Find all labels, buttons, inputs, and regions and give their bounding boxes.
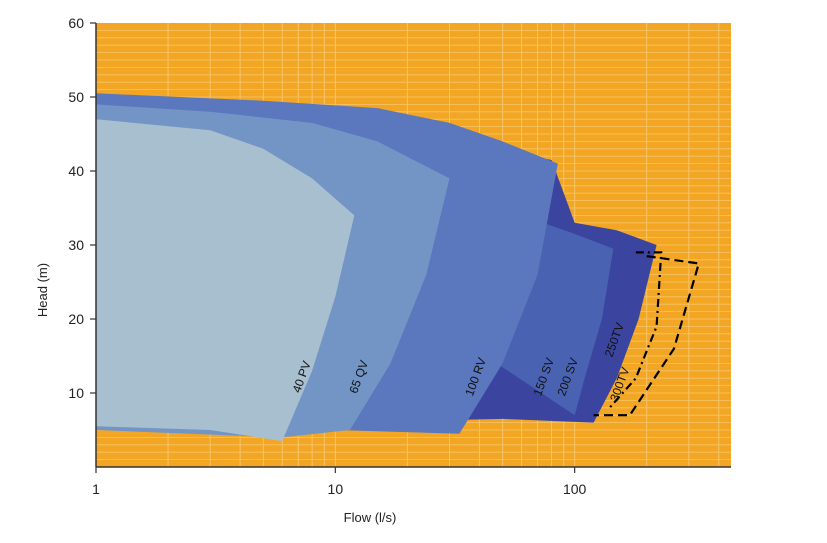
- y-axis-label: Head (m): [35, 263, 50, 317]
- region-40-pv: [96, 119, 355, 442]
- performance-regions: [96, 93, 701, 442]
- axes: [90, 22, 731, 473]
- region-250tv: [608, 251, 663, 409]
- y-tick-label: 60: [68, 15, 84, 31]
- y-tick-label: 30: [68, 237, 84, 253]
- x-tick-label: 100: [563, 481, 587, 497]
- x-tick-label: 10: [328, 481, 344, 497]
- tick-labels: 1 10 100 10 20 30 40 50 60: [68, 15, 586, 497]
- x-axis-label: Flow (l/s): [344, 510, 397, 525]
- y-tick-label: 20: [68, 311, 84, 327]
- y-tick-label: 40: [68, 163, 84, 179]
- y-tick-label: 50: [68, 89, 84, 105]
- region-300tv: [593, 255, 701, 417]
- x-tick-label: 1: [92, 481, 100, 497]
- y-tick-label: 10: [68, 385, 84, 401]
